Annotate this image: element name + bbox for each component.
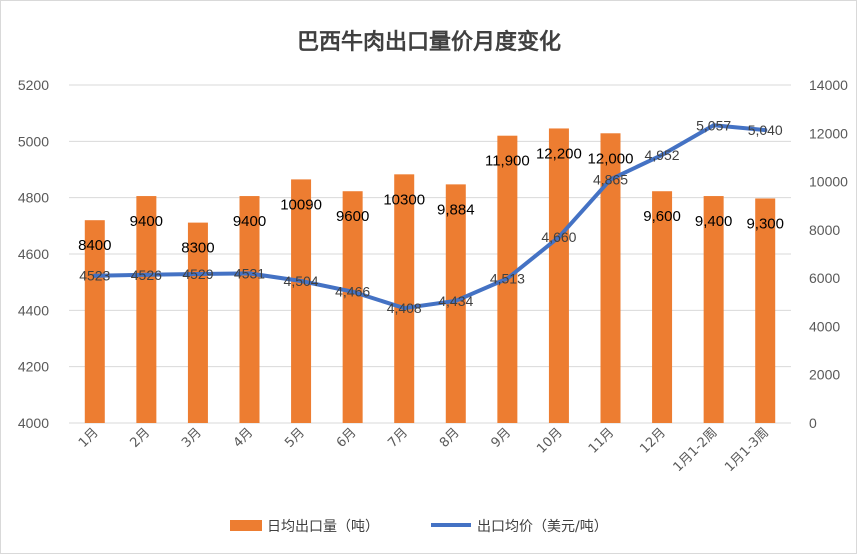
line-value-label: 4,952 (645, 147, 680, 163)
line-point (505, 276, 510, 281)
right-tick-label: 14000 (809, 77, 848, 93)
category-label: 6月 (334, 425, 360, 451)
bar-value-label: 9400 (130, 213, 163, 230)
left-axis: 4000 4200 4400 4600 4800 5000 5200 (18, 77, 49, 431)
left-tick-label: 4200 (18, 359, 49, 375)
category-label: 12月 (637, 425, 668, 456)
line-value-label: 4523 (79, 268, 110, 284)
category-label: 9月 (489, 425, 515, 451)
line-value-label: 4,513 (490, 271, 525, 287)
line-value-label: 4531 (234, 265, 265, 281)
category-label: 10月 (534, 425, 565, 456)
x-axis: 1月 2月 3月 4月 5月 6月 7月 8月 9月 10月 11月 12月 1月1-2周 1月1-3周 (76, 425, 772, 475)
right-tick-label: 8000 (809, 222, 840, 238)
bar-value-label: 8400 (78, 237, 111, 254)
category-label: 4月 (231, 425, 257, 451)
bar (136, 196, 157, 423)
legend-label-line: 出口均价（美元/吨） (477, 519, 608, 535)
line-value-label: 4,408 (387, 300, 422, 316)
line-value-label: 4,660 (541, 229, 576, 245)
line-point (299, 279, 304, 284)
right-tick-label: 12000 (809, 125, 848, 141)
left-tick-label: 4600 (18, 246, 49, 262)
bar-value-label: 10300 (383, 191, 425, 208)
bar-value-label: 9600 (336, 208, 369, 225)
bar-value-labels: 8400 9400 8300 9400 10090 9600 10300 9,884 11,90… (78, 145, 784, 256)
bar (342, 191, 363, 423)
bar-value-label: 9,300 (746, 215, 784, 232)
line-series (92, 123, 768, 311)
legend: 日均出口量（吨） 出口均价（美元/吨） (230, 519, 608, 535)
bar-value-label: 9,600 (643, 208, 681, 225)
right-tick-label: 2000 (809, 367, 840, 383)
category-label: 1月1-3周 (722, 425, 772, 475)
bar-value-label: 11,900 (485, 153, 530, 170)
bar (652, 191, 673, 423)
line-point (247, 271, 252, 276)
bar (600, 133, 621, 424)
category-label: 1月1-2周 (671, 425, 721, 475)
gridlines (69, 84, 791, 424)
bar (548, 128, 569, 423)
category-label: 8月 (437, 425, 463, 451)
line-point (608, 177, 613, 182)
line-value-label: 4,504 (284, 273, 319, 289)
bar-value-label: 9,884 (437, 201, 475, 218)
line-point (453, 298, 458, 303)
bar (703, 196, 724, 423)
category-label: 3月 (179, 425, 205, 451)
legend-swatch-bar (230, 520, 262, 531)
category-label: 7月 (385, 425, 411, 451)
right-tick-label: 4000 (809, 318, 840, 334)
legend-label-bar: 日均出口量（吨） (267, 519, 379, 535)
bar-value-label: 12,200 (536, 145, 582, 162)
category-label: 1月 (76, 425, 102, 451)
bar (84, 220, 105, 423)
left-tick-label: 5000 (18, 133, 49, 149)
bar-value-label: 8300 (181, 240, 214, 257)
right-tick-label: 0 (809, 415, 817, 431)
bar-value-label: 10090 (280, 196, 322, 213)
bar-value-label: 12,000 (588, 150, 634, 167)
bar (394, 174, 415, 423)
line-value-label: 4,434 (438, 293, 473, 309)
category-label: 5月 (282, 425, 308, 451)
line-value-label: 5,057 (696, 117, 731, 133)
left-tick-label: 4800 (18, 190, 49, 206)
category-label: 2月 (128, 425, 154, 451)
line-point (402, 306, 407, 311)
right-tick-label: 6000 (809, 270, 840, 286)
line-point (660, 152, 665, 157)
bar (291, 179, 312, 423)
price-line (92, 123, 768, 311)
bar-value-label: 9,400 (695, 213, 733, 230)
bar (239, 196, 260, 423)
right-axis: 0 2000 4000 6000 8000 10000 12000 14000 (809, 77, 848, 431)
line-value-label: 4526 (131, 267, 162, 283)
line-point (763, 128, 768, 133)
line-point (144, 272, 149, 277)
line-value-label: 4,466 (335, 284, 370, 300)
line-point (350, 289, 355, 294)
line-value-label: 4529 (182, 266, 213, 282)
line-point (195, 271, 200, 276)
bar-value-label: 9400 (233, 213, 266, 230)
line-point (711, 123, 716, 128)
bar (445, 184, 466, 423)
line-value-labels: 4523 4526 4529 4531 4,504 4,466 4,408 4,434 4,51… (79, 117, 783, 316)
line-point (92, 273, 97, 278)
line-value-label: 4,865 (593, 171, 628, 187)
left-tick-label: 5200 (18, 77, 49, 93)
category-label: 11月 (586, 425, 617, 456)
line-point (556, 235, 561, 240)
line-value-label: 5,040 (748, 122, 783, 138)
left-tick-label: 4400 (18, 302, 49, 318)
chart-title: 巴西牛肉出口量价月度变化 (297, 29, 561, 55)
left-tick-label: 4000 (18, 415, 49, 431)
right-tick-label: 10000 (809, 174, 848, 190)
bar (755, 198, 776, 423)
